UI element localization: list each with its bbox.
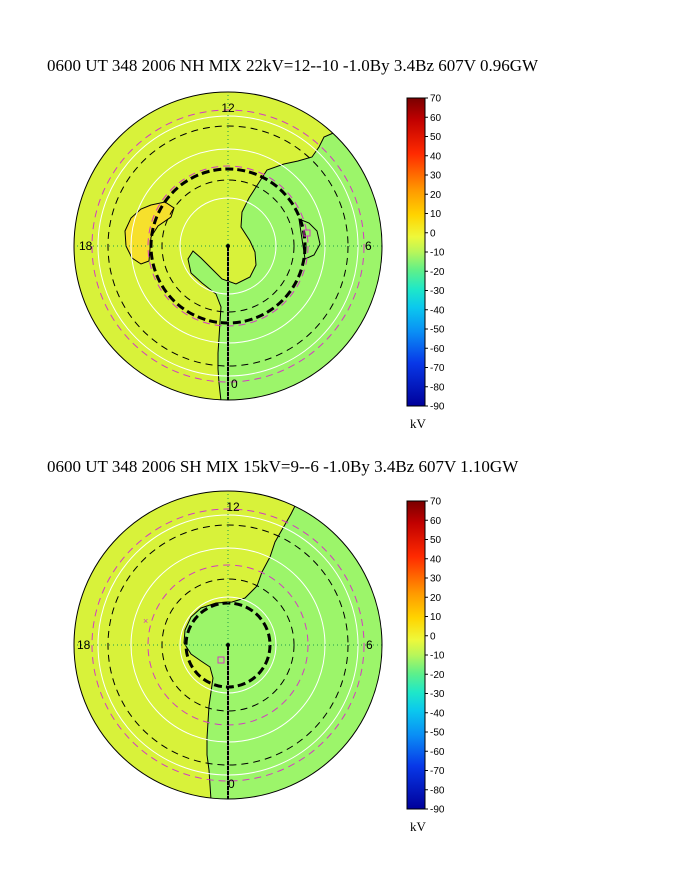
colorbar-tick-label: -10	[430, 248, 445, 259]
colorbar-tick-label: -60	[430, 747, 445, 758]
panel-sh: 0600 UT 348 2006 SH MIX 15kV=9--6 -1.0By…	[0, 445, 698, 890]
panel-nh: 0600 UT 348 2006 NH MIX 22kV=12--10 -1.0…	[47, 56, 539, 431]
negative-region	[183, 491, 382, 799]
polar-plot-sh: × 12 18 6 0	[73, 490, 383, 800]
colorbar-tick-label: 40	[430, 554, 442, 565]
colorbar-unit: kV	[410, 819, 426, 834]
mlt-label-noon: 12	[221, 101, 235, 115]
colorbar-tick-label: -50	[430, 728, 445, 739]
colorbar-tick-label: 30	[430, 171, 442, 182]
colorbar-tick-label: 60	[430, 516, 442, 527]
colorbar-tick-label: 60	[430, 113, 442, 124]
colorbar-tick-label: -30	[430, 286, 445, 297]
colorbar-tick-label: 0	[430, 631, 436, 642]
colorbar-tick-label: -90	[430, 402, 445, 413]
colorbar-tick-label: -20	[430, 670, 445, 681]
colorbar-tick-label: 70	[430, 497, 442, 508]
mlt-label-midnight: 0	[231, 377, 238, 391]
mlt-label-dusk: 18	[79, 239, 93, 253]
polar-plot-nh: 12 18 6 0	[73, 91, 383, 401]
min-marker	[303, 229, 311, 237]
colorbar-tick-label: -90	[430, 805, 445, 816]
colorbar-tick-label: 50	[430, 132, 442, 143]
colorbar-tick-label: -80	[430, 785, 445, 796]
colorbar-tick-label: -30	[430, 689, 445, 700]
colorbar-fill	[406, 500, 426, 810]
colorbar-tick-label: 70	[430, 94, 442, 105]
colorbar-tick-label: 10	[430, 612, 442, 623]
colorbar-tick-label: -70	[430, 766, 445, 777]
chart-title: 0600 UT 348 2006 SH MIX 15kV=9--6 -1.0By…	[47, 457, 519, 476]
mlt-label-dusk: 18	[77, 638, 91, 652]
colorbar-tick-label: 20	[430, 190, 442, 201]
mlt-label-dawn: 6	[366, 638, 373, 652]
colorbar-nh: 70 60 50 40 30 20 10 0 -10 -20 -30 -40 -50 -60 -70 -80 -…	[406, 94, 445, 413]
colorbar-tick-label: -40	[430, 708, 445, 719]
outer-boundary	[73, 91, 383, 401]
chart-title: 0600 UT 348 2006 NH MIX 22kV=12--10 -1.0…	[47, 56, 539, 75]
mlt-label-dawn: 6	[365, 239, 372, 253]
colorbar-tick-label: 40	[430, 151, 442, 162]
colorbar-tick-label: 0	[430, 228, 436, 239]
mlt-label-noon: 12	[226, 500, 240, 514]
colorbar-unit: kV	[410, 416, 426, 431]
colorbar-tick-label: -40	[430, 305, 445, 316]
colorbar-tick-label: -10	[430, 651, 445, 662]
colorbar-tick-label: -50	[430, 325, 445, 336]
colorbar-fill	[406, 97, 426, 407]
colorbar-tick-label: 50	[430, 535, 442, 546]
colorbar-tick-label: 10	[430, 209, 442, 220]
mlt-label-midnight: 0	[228, 777, 235, 791]
colorbar-tick-label: -60	[430, 344, 445, 355]
max-marker: ×	[143, 616, 148, 626]
colorbar-tick-label: -20	[430, 267, 445, 278]
colorbar-tick-label: 20	[430, 593, 442, 604]
outer-boundary	[73, 490, 383, 800]
min-marker	[217, 656, 225, 664]
colorbar-tick-label: -70	[430, 363, 445, 374]
colorbar-tick-label: -80	[430, 382, 445, 393]
colorbar-sh: 70 60 50 40 30 20 10 0 -10 -20 -30 -40 -50 -60 -70 -80 -…	[406, 497, 445, 816]
colorbar-tick-label: 30	[430, 574, 442, 585]
